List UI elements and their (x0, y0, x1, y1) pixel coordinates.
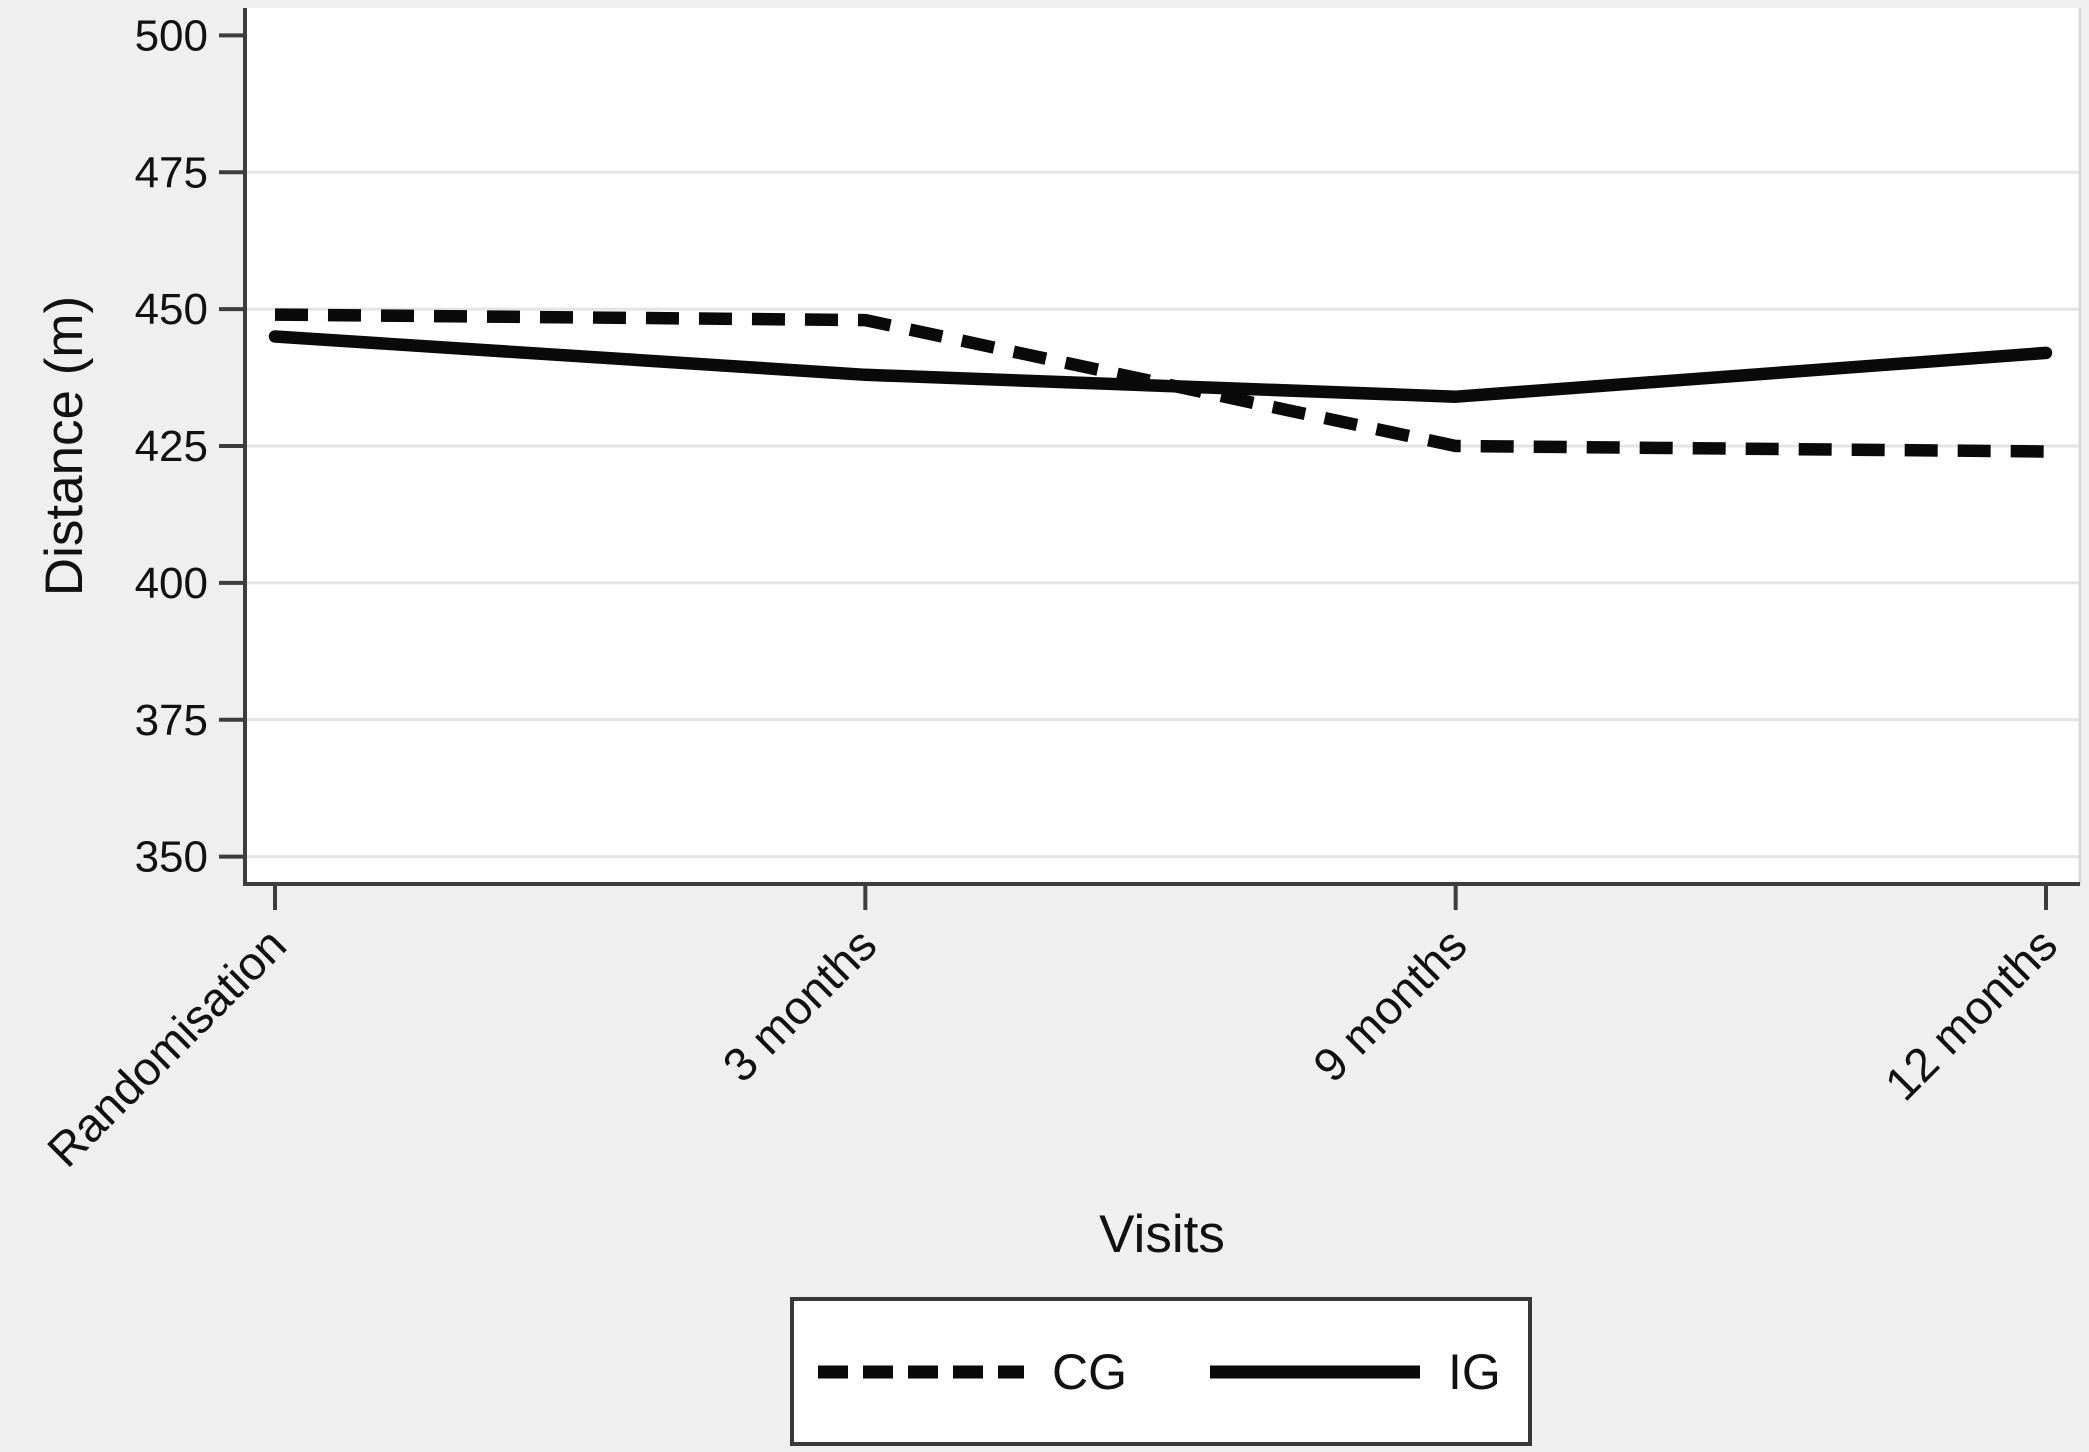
x-tick-label-2: 9 months (1303, 918, 1477, 1092)
ig-series-line (268, 330, 2053, 403)
y-tick-label-450: 450 (135, 285, 208, 334)
y-tick-label-475: 475 (135, 148, 208, 197)
series-layer (268, 308, 2053, 458)
y-tick-label-400: 400 (135, 559, 208, 608)
x-axis-title: Visits (1099, 1205, 1225, 1264)
legend-label-cg: CG (1052, 1344, 1127, 1400)
y-tick-label-500: 500 (135, 11, 208, 60)
x-tick-label-0: Randomisation (37, 918, 296, 1177)
y-axis-title: Distance (m) (35, 296, 94, 596)
y-tick-label-350: 350 (135, 833, 208, 882)
gridlines-layer (245, 170, 2080, 859)
cg-series-line (274, 308, 2047, 458)
x-ticks-layer: Randomisation 3 months 9 months 12 months (37, 884, 2067, 1177)
y-tick-label-375: 375 (135, 696, 208, 745)
legend-label-ig: IG (1448, 1344, 1501, 1400)
x-tick-label-3: 12 months (1874, 918, 2067, 1111)
y-tick-label-425: 425 (135, 422, 208, 471)
x-tick-label-1: 3 months (712, 918, 886, 1092)
y-ticks-layer: 350 375 400 425 450 475 500 (135, 11, 245, 882)
legend: CG IG (790, 1297, 1532, 1446)
